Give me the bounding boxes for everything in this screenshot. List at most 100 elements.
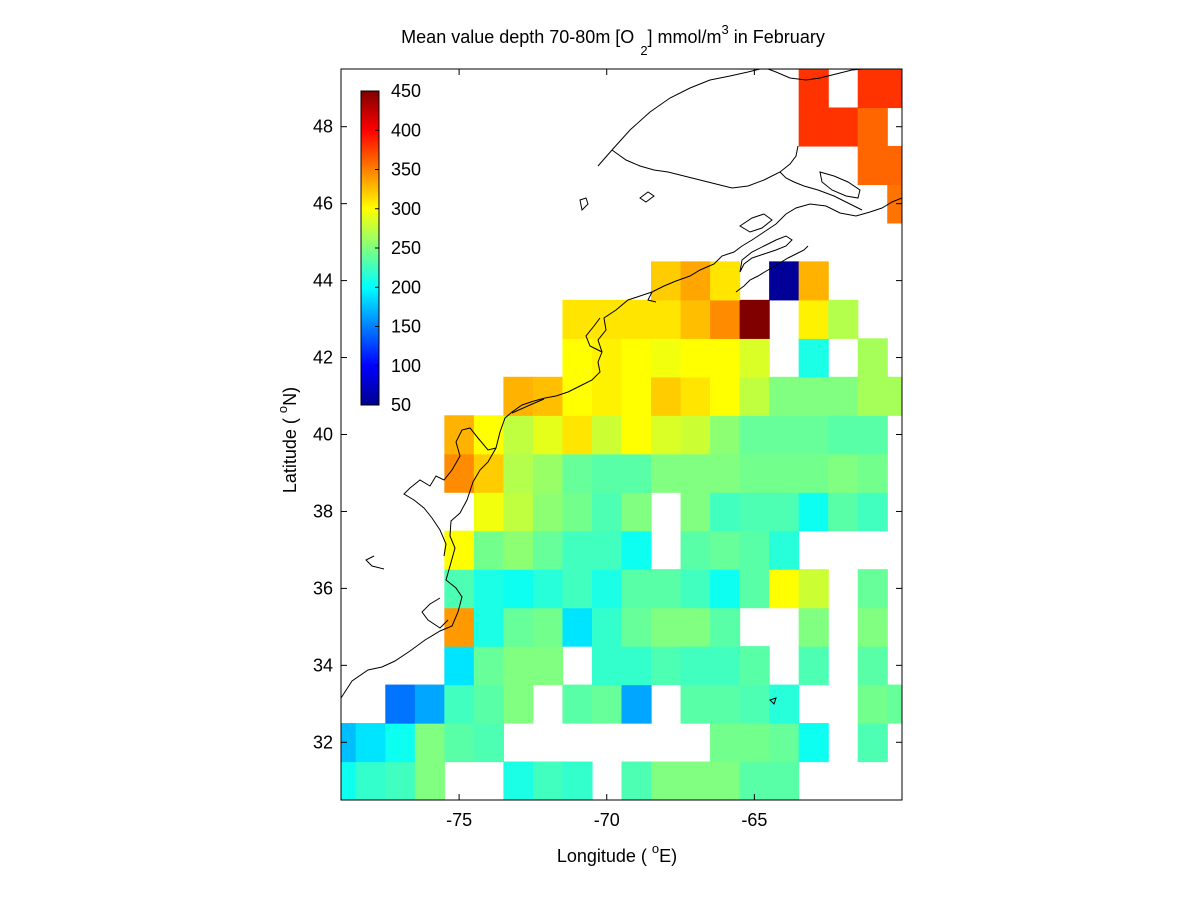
heatmap-cell bbox=[444, 723, 475, 763]
heatmap-cell bbox=[887, 69, 902, 70]
heatmap-cell bbox=[680, 607, 711, 647]
heatmap-cell bbox=[739, 492, 770, 532]
axis-ticks: -75 -70 -65 32 34 36 38 40 42 44 46 48 bbox=[313, 69, 902, 830]
heatmap-cell bbox=[857, 69, 888, 109]
heatmap-cell bbox=[503, 800, 533, 839]
heatmap-cell bbox=[769, 761, 800, 800]
heatmap-cell bbox=[532, 453, 564, 493]
heatmap-cell bbox=[356, 800, 386, 839]
heatmap-cell bbox=[887, 376, 902, 416]
heatmap-cell bbox=[857, 107, 888, 147]
heatmap-cell bbox=[798, 338, 829, 378]
heatmap-cell bbox=[739, 338, 770, 378]
heatmap-cell bbox=[769, 723, 800, 763]
y-tick-label: 40 bbox=[313, 425, 333, 445]
heatmap-cell bbox=[591, 299, 623, 339]
heatmap-cell bbox=[651, 338, 682, 378]
heatmap-cell bbox=[473, 569, 504, 609]
y-tick-label: 34 bbox=[313, 655, 333, 675]
heatmap-cell bbox=[857, 453, 888, 493]
heatmap-cell bbox=[769, 800, 799, 839]
heatmap-cell bbox=[857, 607, 888, 647]
heatmap-cell bbox=[798, 569, 829, 609]
heatmap-cell bbox=[710, 800, 740, 839]
heatmap-cell bbox=[710, 530, 741, 570]
heatmap-cell bbox=[385, 723, 416, 763]
heatmap-cell bbox=[828, 299, 859, 339]
heatmap-cell bbox=[473, 607, 504, 647]
heatmap-cell bbox=[680, 684, 711, 724]
heatmap-cell bbox=[798, 376, 829, 416]
heatmap-cell bbox=[562, 376, 593, 416]
heatmap-cell bbox=[503, 492, 534, 532]
x-tick-label: -70 bbox=[594, 810, 620, 830]
heatmap-cell bbox=[710, 415, 741, 455]
heatmap-cell bbox=[651, 607, 682, 647]
heatmap-cell bbox=[798, 69, 829, 109]
colorbar-tick-label: 250 bbox=[391, 238, 421, 258]
heatmap-cell bbox=[857, 338, 888, 378]
heatmap-cell bbox=[621, 376, 652, 416]
heatmap-cell bbox=[651, 376, 682, 416]
heatmap-cell bbox=[591, 492, 623, 532]
colorbar-ticks: 50 100 150 200 250 300 350 400 450 bbox=[375, 81, 421, 415]
heatmap-cell bbox=[473, 723, 504, 763]
heatmap-cell bbox=[828, 107, 859, 147]
heatmap-cell bbox=[739, 530, 770, 570]
heatmap-cell bbox=[710, 261, 741, 301]
heatmap-cell bbox=[532, 492, 564, 532]
colorbar: 50 100 150 200 250 300 350 400 450 bbox=[360, 81, 421, 415]
heatmap-cell bbox=[591, 646, 623, 686]
heatmap-cell bbox=[798, 299, 829, 339]
heatmap-cell bbox=[680, 299, 711, 339]
heatmap-cell bbox=[739, 723, 770, 763]
heatmap-cell bbox=[503, 684, 534, 724]
heatmap-cell bbox=[739, 761, 770, 800]
y-tick-label: 32 bbox=[313, 732, 333, 752]
heatmap-cell bbox=[828, 69, 859, 70]
heatmap-cell bbox=[710, 569, 741, 609]
heatmap-cell bbox=[857, 684, 888, 724]
heatmap-cell bbox=[621, 453, 652, 493]
heatmap-cell bbox=[621, 646, 652, 686]
heatmap-cell bbox=[710, 761, 741, 800]
heatmap-cell bbox=[857, 492, 888, 532]
heatmap-cell bbox=[651, 453, 682, 493]
heatmap-cell bbox=[341, 761, 357, 800]
heatmap-cell bbox=[562, 338, 593, 378]
heatmap-cell bbox=[621, 415, 652, 455]
heatmap-cell bbox=[857, 376, 888, 416]
heatmap-cell bbox=[739, 376, 770, 416]
heatmap-cell bbox=[710, 723, 741, 763]
heatmap-cell bbox=[591, 684, 623, 724]
heatmap-cell bbox=[385, 800, 415, 839]
heatmap-cell bbox=[651, 569, 682, 609]
heatmap-cell bbox=[532, 607, 564, 647]
heatmap-cell bbox=[621, 530, 652, 570]
heatmap-cell bbox=[473, 646, 504, 686]
heatmap-cell bbox=[503, 761, 534, 800]
heatmap-cell bbox=[444, 646, 475, 686]
heatmap-cell bbox=[798, 415, 829, 455]
heatmap-cell bbox=[621, 569, 652, 609]
heatmap-cell bbox=[739, 415, 770, 455]
heatmap-cell bbox=[857, 569, 888, 609]
heatmap-cell bbox=[680, 569, 711, 609]
heatmap-cells bbox=[326, 69, 902, 839]
heatmap-cell bbox=[341, 723, 357, 763]
heatmap-cell bbox=[621, 761, 652, 800]
y-tick-label: 44 bbox=[313, 271, 333, 291]
heatmap-cell bbox=[533, 800, 563, 839]
heatmap-cell bbox=[769, 261, 800, 301]
y-tick-label: 46 bbox=[313, 194, 333, 214]
heatmap-cell bbox=[798, 107, 829, 147]
heatmap-cell bbox=[326, 800, 356, 839]
heatmap-cell bbox=[503, 376, 534, 416]
heatmap-cell bbox=[710, 646, 741, 686]
heatmap-cell bbox=[739, 684, 770, 724]
chart-title: Mean value depth 70-80m [O2] mmol/m3 in … bbox=[401, 22, 825, 58]
heatmap-cell bbox=[591, 569, 623, 609]
heatmap-cell bbox=[651, 646, 682, 686]
heatmap-cell bbox=[710, 338, 741, 378]
